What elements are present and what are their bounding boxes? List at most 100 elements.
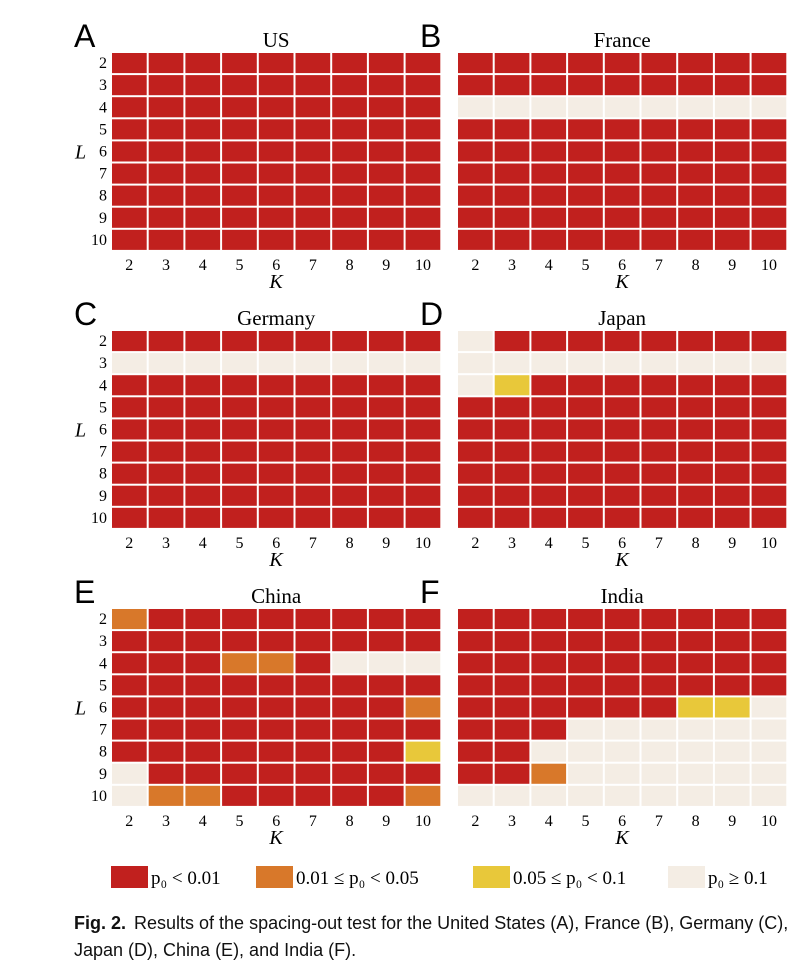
legend-swatch [111, 866, 148, 888]
panel-title: Germany [237, 306, 316, 330]
heatmap-cell [222, 609, 257, 630]
heatmap-cell [494, 697, 530, 718]
heatmap-cell [368, 485, 404, 506]
heatmap-cell [458, 507, 493, 528]
x-tick-label: 6 [618, 535, 626, 552]
x-tick-label: 4 [199, 257, 207, 274]
heatmap-cell [295, 653, 331, 674]
heatmap-cell [405, 397, 441, 418]
heatmap-cell [332, 185, 367, 206]
heatmap-cell [641, 485, 677, 506]
heatmap-cell [112, 397, 147, 418]
heatmap-cell [185, 441, 221, 462]
heatmap-cell [222, 97, 257, 118]
x-tick-label: 4 [545, 257, 553, 274]
heatmap-cell [641, 675, 677, 696]
heatmap-cell [148, 53, 184, 74]
heatmap-cell [185, 163, 221, 184]
heatmap-cell [258, 331, 294, 352]
x-tick-label: 5 [236, 257, 244, 274]
x-tick-label: 4 [545, 535, 553, 552]
heatmap-cell [531, 763, 567, 784]
heatmap-cell [222, 463, 257, 484]
heatmap-cell [458, 697, 493, 718]
heatmap-cell [751, 763, 787, 784]
heatmap-cell [714, 653, 750, 674]
heatmap-cell [751, 419, 787, 440]
heatmap-cell [368, 675, 404, 696]
heatmap-cell [222, 75, 257, 96]
x-tick-label: 6 [272, 813, 280, 830]
heatmap-cell [258, 719, 294, 740]
heatmap-cell [368, 119, 404, 140]
heatmap-cell [368, 653, 404, 674]
heatmap-cell [568, 331, 603, 352]
heatmap-cell [295, 185, 331, 206]
y-tick-label: 10 [91, 788, 107, 805]
x-tick-label: 6 [618, 813, 626, 830]
heatmap-cell [112, 53, 147, 74]
heatmap-cell [295, 53, 331, 74]
heatmap-cell [295, 397, 331, 418]
heatmap-cell [641, 631, 677, 652]
heatmap-cell [112, 507, 147, 528]
heatmap-cell [714, 675, 750, 696]
heatmap-cell [494, 353, 530, 374]
heatmap-cell [494, 609, 530, 630]
panel-title: China [251, 584, 302, 608]
heatmap-cell [604, 207, 640, 228]
heatmap-cell [258, 419, 294, 440]
x-tick-label: 5 [582, 257, 590, 274]
x-tick-label: 2 [125, 257, 133, 274]
heatmap-cell [405, 419, 441, 440]
heatmap-cell [604, 229, 640, 250]
heatmap-cell [405, 485, 441, 506]
heatmap-cell [458, 331, 493, 352]
x-tick-label: 8 [692, 257, 700, 274]
y-tick-label: 9 [99, 210, 107, 227]
heatmap-cell [458, 375, 493, 396]
y-tick-label: 3 [99, 77, 107, 94]
heatmap-cell [368, 631, 404, 652]
heatmap-cell [185, 741, 221, 762]
x-tick-label: 10 [415, 813, 431, 830]
heatmap-cell [714, 229, 750, 250]
heatmap-cell [641, 419, 677, 440]
heatmap-cell [405, 463, 441, 484]
heatmap-cell [332, 375, 367, 396]
heatmap-cell [751, 229, 787, 250]
heatmap-cell [494, 141, 530, 162]
x-tick-label: 9 [728, 813, 736, 830]
x-tick-label: 10 [761, 257, 777, 274]
heatmap-cell [531, 207, 567, 228]
heatmap-cell [678, 229, 713, 250]
heatmap-cell [405, 375, 441, 396]
heatmap-cell [332, 485, 367, 506]
heatmap-cell [185, 485, 221, 506]
heatmap-cell [148, 75, 184, 96]
y-tick-label: 4 [99, 377, 107, 394]
heatmap-cell [185, 697, 221, 718]
heatmap-cell [185, 141, 221, 162]
heatmap-cell [148, 331, 184, 352]
heatmap-cell [641, 53, 677, 74]
heatmap-cell [494, 375, 530, 396]
heatmap-cell [494, 97, 530, 118]
heatmap-cell [222, 653, 257, 674]
heatmap-cell [678, 119, 713, 140]
heatmap-cell [222, 485, 257, 506]
heatmap-cell [714, 375, 750, 396]
legend-label: 0.01 ≤ p₀ < 0.05 [296, 868, 419, 889]
heatmap-cell [222, 507, 257, 528]
heatmap-cell [494, 185, 530, 206]
heatmap-cell [531, 463, 567, 484]
heatmap-cell [531, 141, 567, 162]
heatmap-cell [604, 397, 640, 418]
heatmap-cell [332, 463, 367, 484]
heatmap-cell [531, 163, 567, 184]
heatmap-cell [604, 141, 640, 162]
heatmap-cell [332, 507, 367, 528]
heatmap-cell [258, 141, 294, 162]
heatmap-cell [112, 185, 147, 206]
heatmap-cell [112, 97, 147, 118]
